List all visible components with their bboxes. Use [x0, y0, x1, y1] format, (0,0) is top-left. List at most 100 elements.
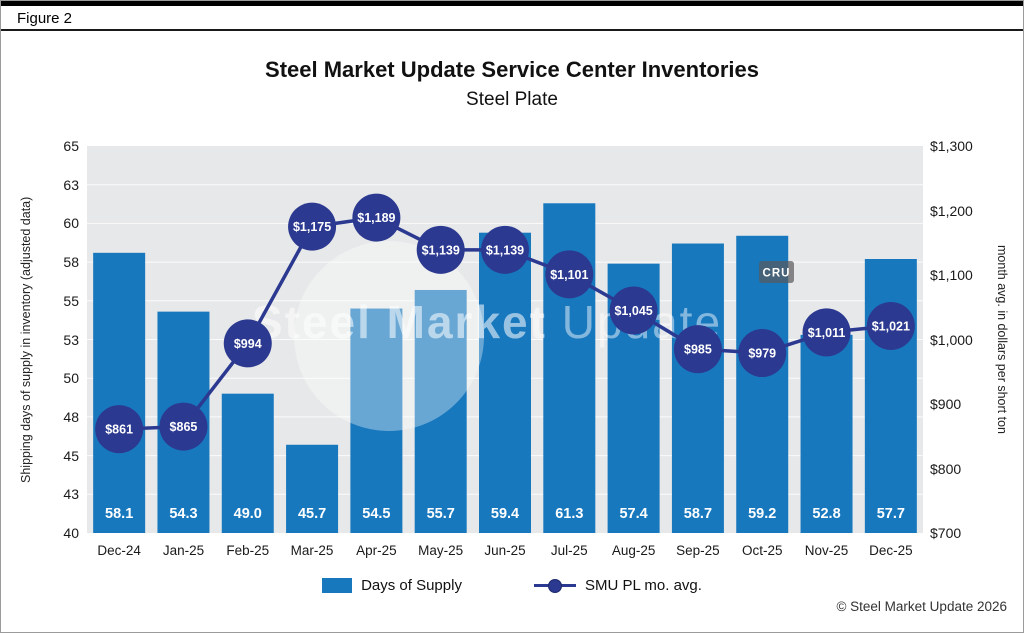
- category-label: Sep-25: [676, 543, 720, 558]
- category-label: Nov-25: [804, 543, 849, 558]
- category-label: Apr-25: [356, 543, 397, 558]
- bar-value-label: 59.4: [491, 506, 519, 522]
- right-tick-label: $700: [930, 525, 962, 541]
- line-series-swatch: [533, 578, 576, 594]
- left-tick-label: 55: [63, 292, 79, 309]
- price-marker-label: $1,139: [486, 243, 524, 257]
- category-label: Jun-25: [484, 543, 526, 558]
- bar-value-label: 57.4: [619, 506, 647, 522]
- plot: 58.1 54.3 49.0 45.7 54.5 55.7 59.4 61.3 57.4 58.7…: [87, 146, 923, 533]
- price-marker-label: $985: [684, 343, 712, 357]
- legend-label-days-of-supply: Days of Supply: [361, 577, 462, 594]
- figure-label: Figure 2: [17, 10, 73, 27]
- left-tick-label: 50: [63, 370, 79, 387]
- price-marker-label: $1,139: [422, 243, 460, 257]
- days-of-supply-bar: [864, 259, 917, 533]
- days-of-supply-bar: [221, 393, 274, 533]
- right-tick-label: $1,100: [930, 267, 973, 283]
- legend: Days of Supply SMU PL mo. avg.: [1, 577, 1023, 594]
- price-marker: [866, 301, 915, 350]
- bar-value-label: 54.5: [362, 506, 390, 522]
- top-border: [1, 1, 1023, 6]
- category-label: May-25: [418, 543, 464, 558]
- category-label: Jan-25: [162, 543, 205, 558]
- days-of-supply-bar: [93, 252, 146, 533]
- copyright: © Steel Market Update 2026: [836, 599, 1007, 614]
- days-of-supply-bar: [671, 243, 724, 533]
- days-of-supply-bar: [286, 444, 339, 533]
- left-tick-label: 65: [63, 138, 79, 154]
- cru-badge-label: CRU: [763, 268, 791, 280]
- left-tick-label: 63: [63, 176, 79, 193]
- left-tick-label: 60: [63, 215, 79, 232]
- days-of-supply-bar: [800, 334, 853, 533]
- right-tick-label: $800: [930, 460, 962, 477]
- category-label: Dec-24: [97, 543, 141, 558]
- bar-value-label: 58.1: [105, 506, 133, 522]
- left-tick-label: 40: [63, 525, 79, 541]
- price-marker: [481, 225, 529, 274]
- chart-subtitle: Steel Plate: [466, 89, 558, 110]
- category-label: Oct-25: [741, 543, 783, 558]
- price-marker-label: $1,101: [550, 268, 588, 282]
- category-label: Jul-25: [550, 543, 588, 558]
- legend-item-smu-pl-avg: SMU PL mo. avg.: [533, 577, 702, 594]
- price-marker: [95, 405, 144, 454]
- bar-value-label: 49.0: [234, 506, 262, 522]
- category-label: Feb-25: [226, 543, 270, 558]
- right-axis-title: month avg. in dollars per short ton: [995, 245, 1009, 434]
- price-marker: [288, 202, 337, 251]
- price-marker: [223, 319, 272, 368]
- left-tick-label: 58: [63, 254, 79, 271]
- price-marker: [159, 402, 208, 451]
- category-label: Aug-25: [611, 543, 656, 558]
- price-marker-label: $979: [748, 347, 776, 361]
- price-marker: [416, 225, 465, 274]
- price-marker: [673, 325, 722, 374]
- bar-value-label: 45.7: [298, 506, 326, 522]
- watermark-globe: [294, 241, 484, 431]
- chart-title: Steel Market Update Service Center Inven…: [265, 57, 759, 82]
- days-of-supply-bar: [414, 289, 467, 533]
- legend-item-days-of-supply: Days of Supply: [322, 577, 462, 594]
- price-marker-label: $1,011: [808, 326, 846, 340]
- price-marker-label: $1,021: [872, 319, 910, 333]
- figure-header: Figure 2: [1, 6, 1023, 31]
- price-marker: [352, 193, 401, 242]
- days-of-supply-bar: [350, 308, 403, 533]
- bar-value-label: 57.7: [877, 506, 905, 522]
- bar-value-label: 59.2: [748, 506, 776, 522]
- bar-value-label: 52.8: [812, 506, 840, 522]
- right-tick-label: $1,300: [930, 138, 973, 154]
- category-label: Dec-25: [869, 543, 913, 558]
- left-tick-label: 45: [63, 447, 79, 464]
- left-tick-label: 48: [63, 408, 79, 425]
- price-marker-label: $1,175: [293, 220, 331, 234]
- days-of-supply-bar: [479, 232, 531, 533]
- price-marker: [738, 329, 787, 378]
- price-marker-label: $1,045: [614, 304, 652, 318]
- price-marker-label: $861: [105, 423, 133, 437]
- right-tick-label: $1,000: [930, 331, 973, 348]
- cru-badge: [759, 261, 794, 283]
- price-marker-label: $1,189: [357, 211, 395, 225]
- price-marker: [545, 250, 594, 299]
- right-tick-label: $1,200: [930, 202, 973, 219]
- left-axis-title: Shipping days of supply in inventory (ad…: [19, 196, 33, 483]
- right-tick-label: $900: [930, 396, 962, 412]
- bar-series-swatch: [322, 578, 353, 593]
- left-tick-label: 53: [63, 331, 79, 348]
- price-marker: [802, 308, 851, 357]
- legend-label-smu-pl-avg: SMU PL mo. avg.: [584, 577, 702, 594]
- line-swatch-marker: [547, 578, 562, 593]
- bar-value-label: 58.7: [684, 506, 712, 522]
- category-label: Mar-25: [290, 543, 334, 558]
- bar-value-label: 54.3: [169, 506, 197, 522]
- bar-value-label: 55.7: [427, 506, 455, 522]
- price-marker: [609, 286, 658, 335]
- left-tick-label: 43: [63, 486, 79, 503]
- price-marker-label: $994: [234, 337, 262, 351]
- days-of-supply-bar: [736, 235, 789, 533]
- price-marker-label: $865: [170, 420, 198, 434]
